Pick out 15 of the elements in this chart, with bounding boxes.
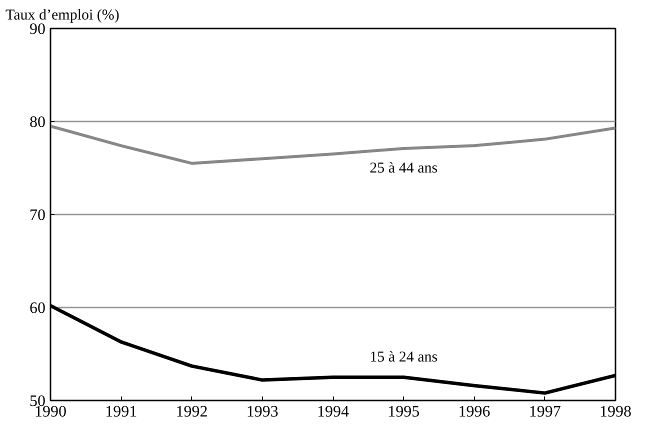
- x-tick-label: 1997: [528, 404, 561, 420]
- series-label: 15 à 24 ans: [370, 349, 438, 366]
- x-tick-label: 1995: [388, 404, 420, 420]
- x-tick-label: 1993: [246, 404, 278, 420]
- y-tick-label: 70: [30, 207, 46, 224]
- x-tick-label: 1996: [458, 404, 490, 420]
- x-tick-label: 1994: [317, 404, 349, 420]
- y-tick-label: 80: [30, 114, 46, 131]
- x-tick-label: 1998: [600, 404, 632, 420]
- y-tick-label: 60: [30, 300, 46, 317]
- y-axis-title: Taux d’emploi (%): [6, 8, 120, 24]
- y-tick-label: 90: [30, 21, 46, 38]
- x-tick-label: 1991: [105, 404, 138, 420]
- series-label: 25 à 44 ans: [370, 160, 438, 176]
- x-tick-label: 1992: [176, 404, 208, 420]
